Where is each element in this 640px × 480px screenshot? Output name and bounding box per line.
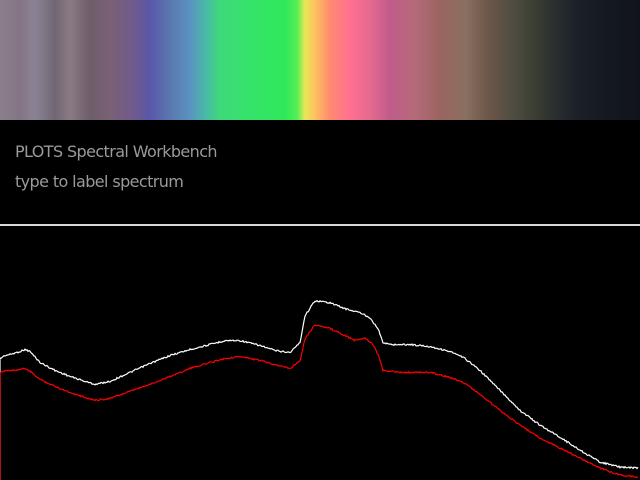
header-panel: PLOTS Spectral Workbench type to label s… — [0, 120, 640, 225]
spectrum-graph — [0, 226, 640, 480]
spectrum-label-input[interactable]: type to label spectrum — [15, 172, 184, 191]
spectrum-image — [0, 0, 640, 120]
spectrum-graph-svg — [0, 299, 639, 480]
reference-intensity-line — [0, 324, 639, 480]
app-title: PLOTS Spectral Workbench — [15, 142, 218, 161]
divider-line — [0, 224, 640, 226]
spectrum-intensity-line — [0, 299, 639, 480]
